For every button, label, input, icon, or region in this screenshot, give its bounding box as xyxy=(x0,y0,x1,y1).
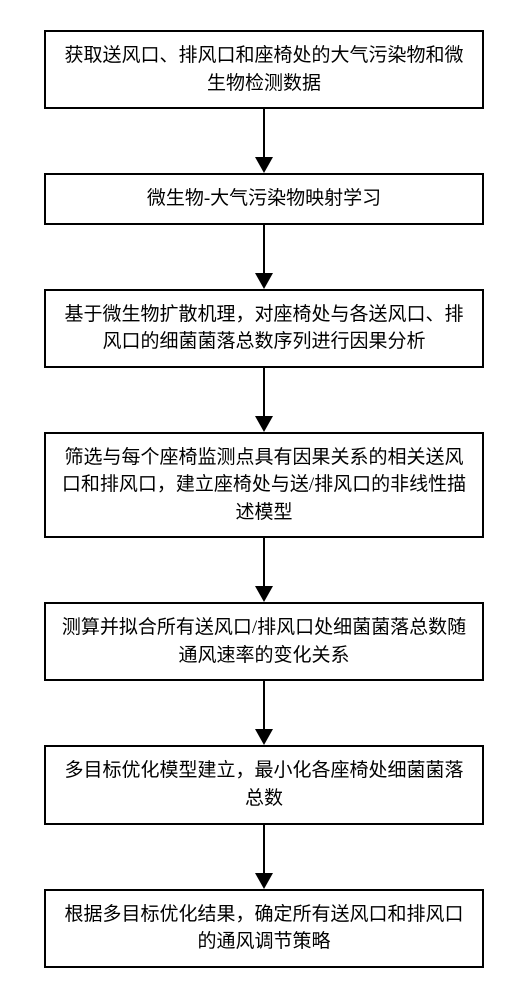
flow-node-label: 多目标优化模型建立，最小化各座椅处细菌菌落总数 xyxy=(60,757,468,812)
arrow-shaft xyxy=(263,681,265,729)
arrow-down-icon xyxy=(255,681,273,745)
arrow-head xyxy=(255,157,273,173)
arrow-head xyxy=(255,416,273,432)
arrow-down-icon xyxy=(255,538,273,602)
arrow-down-icon xyxy=(255,225,273,289)
arrow-head xyxy=(255,873,273,889)
flow-node: 根据多目标优化结果，确定所有送风口和排风口的通风调节策略 xyxy=(44,889,484,968)
arrow-down-icon xyxy=(255,825,273,889)
flow-node-label: 筛选与每个座椅监测点具有因果关系的相关送风口和排风口，建立座椅处与送/排风口的非… xyxy=(60,444,468,527)
arrow-shaft xyxy=(263,538,265,586)
flow-node: 多目标优化模型建立，最小化各座椅处细菌菌落总数 xyxy=(44,745,484,824)
flow-node: 筛选与每个座椅监测点具有因果关系的相关送风口和排风口，建立座椅处与送/排风口的非… xyxy=(44,432,484,539)
flow-node: 获取送风口、排风口和座椅处的大气污染物和微生物检测数据 xyxy=(44,30,484,109)
flow-node-label: 测算并拟合所有送风口/排风口处细菌菌落总数随通风速率的变化关系 xyxy=(60,614,468,669)
flow-node: 测算并拟合所有送风口/排风口处细菌菌落总数随通风速率的变化关系 xyxy=(44,602,484,681)
arrow-shaft xyxy=(263,825,265,873)
flow-node-label: 获取送风口、排风口和座椅处的大气污染物和微生物检测数据 xyxy=(60,42,468,97)
flow-node: 基于微生物扩散机理，对座椅处与各送风口、排风口的细菌菌落总数序列进行因果分析 xyxy=(44,289,484,368)
arrow-shaft xyxy=(263,109,265,157)
arrow-shaft xyxy=(263,368,265,416)
flow-node-label: 基于微生物扩散机理，对座椅处与各送风口、排风口的细菌菌落总数序列进行因果分析 xyxy=(60,301,468,356)
arrow-head xyxy=(255,586,273,602)
flow-node-label: 根据多目标优化结果，确定所有送风口和排风口的通风调节策略 xyxy=(60,901,468,956)
arrow-head xyxy=(255,729,273,745)
arrow-shaft xyxy=(263,225,265,273)
arrow-down-icon xyxy=(255,368,273,432)
arrow-down-icon xyxy=(255,109,273,173)
flow-node-label: 微生物-大气污染物映射学习 xyxy=(147,185,381,213)
flow-node: 微生物-大气污染物映射学习 xyxy=(44,173,484,225)
arrow-head xyxy=(255,273,273,289)
